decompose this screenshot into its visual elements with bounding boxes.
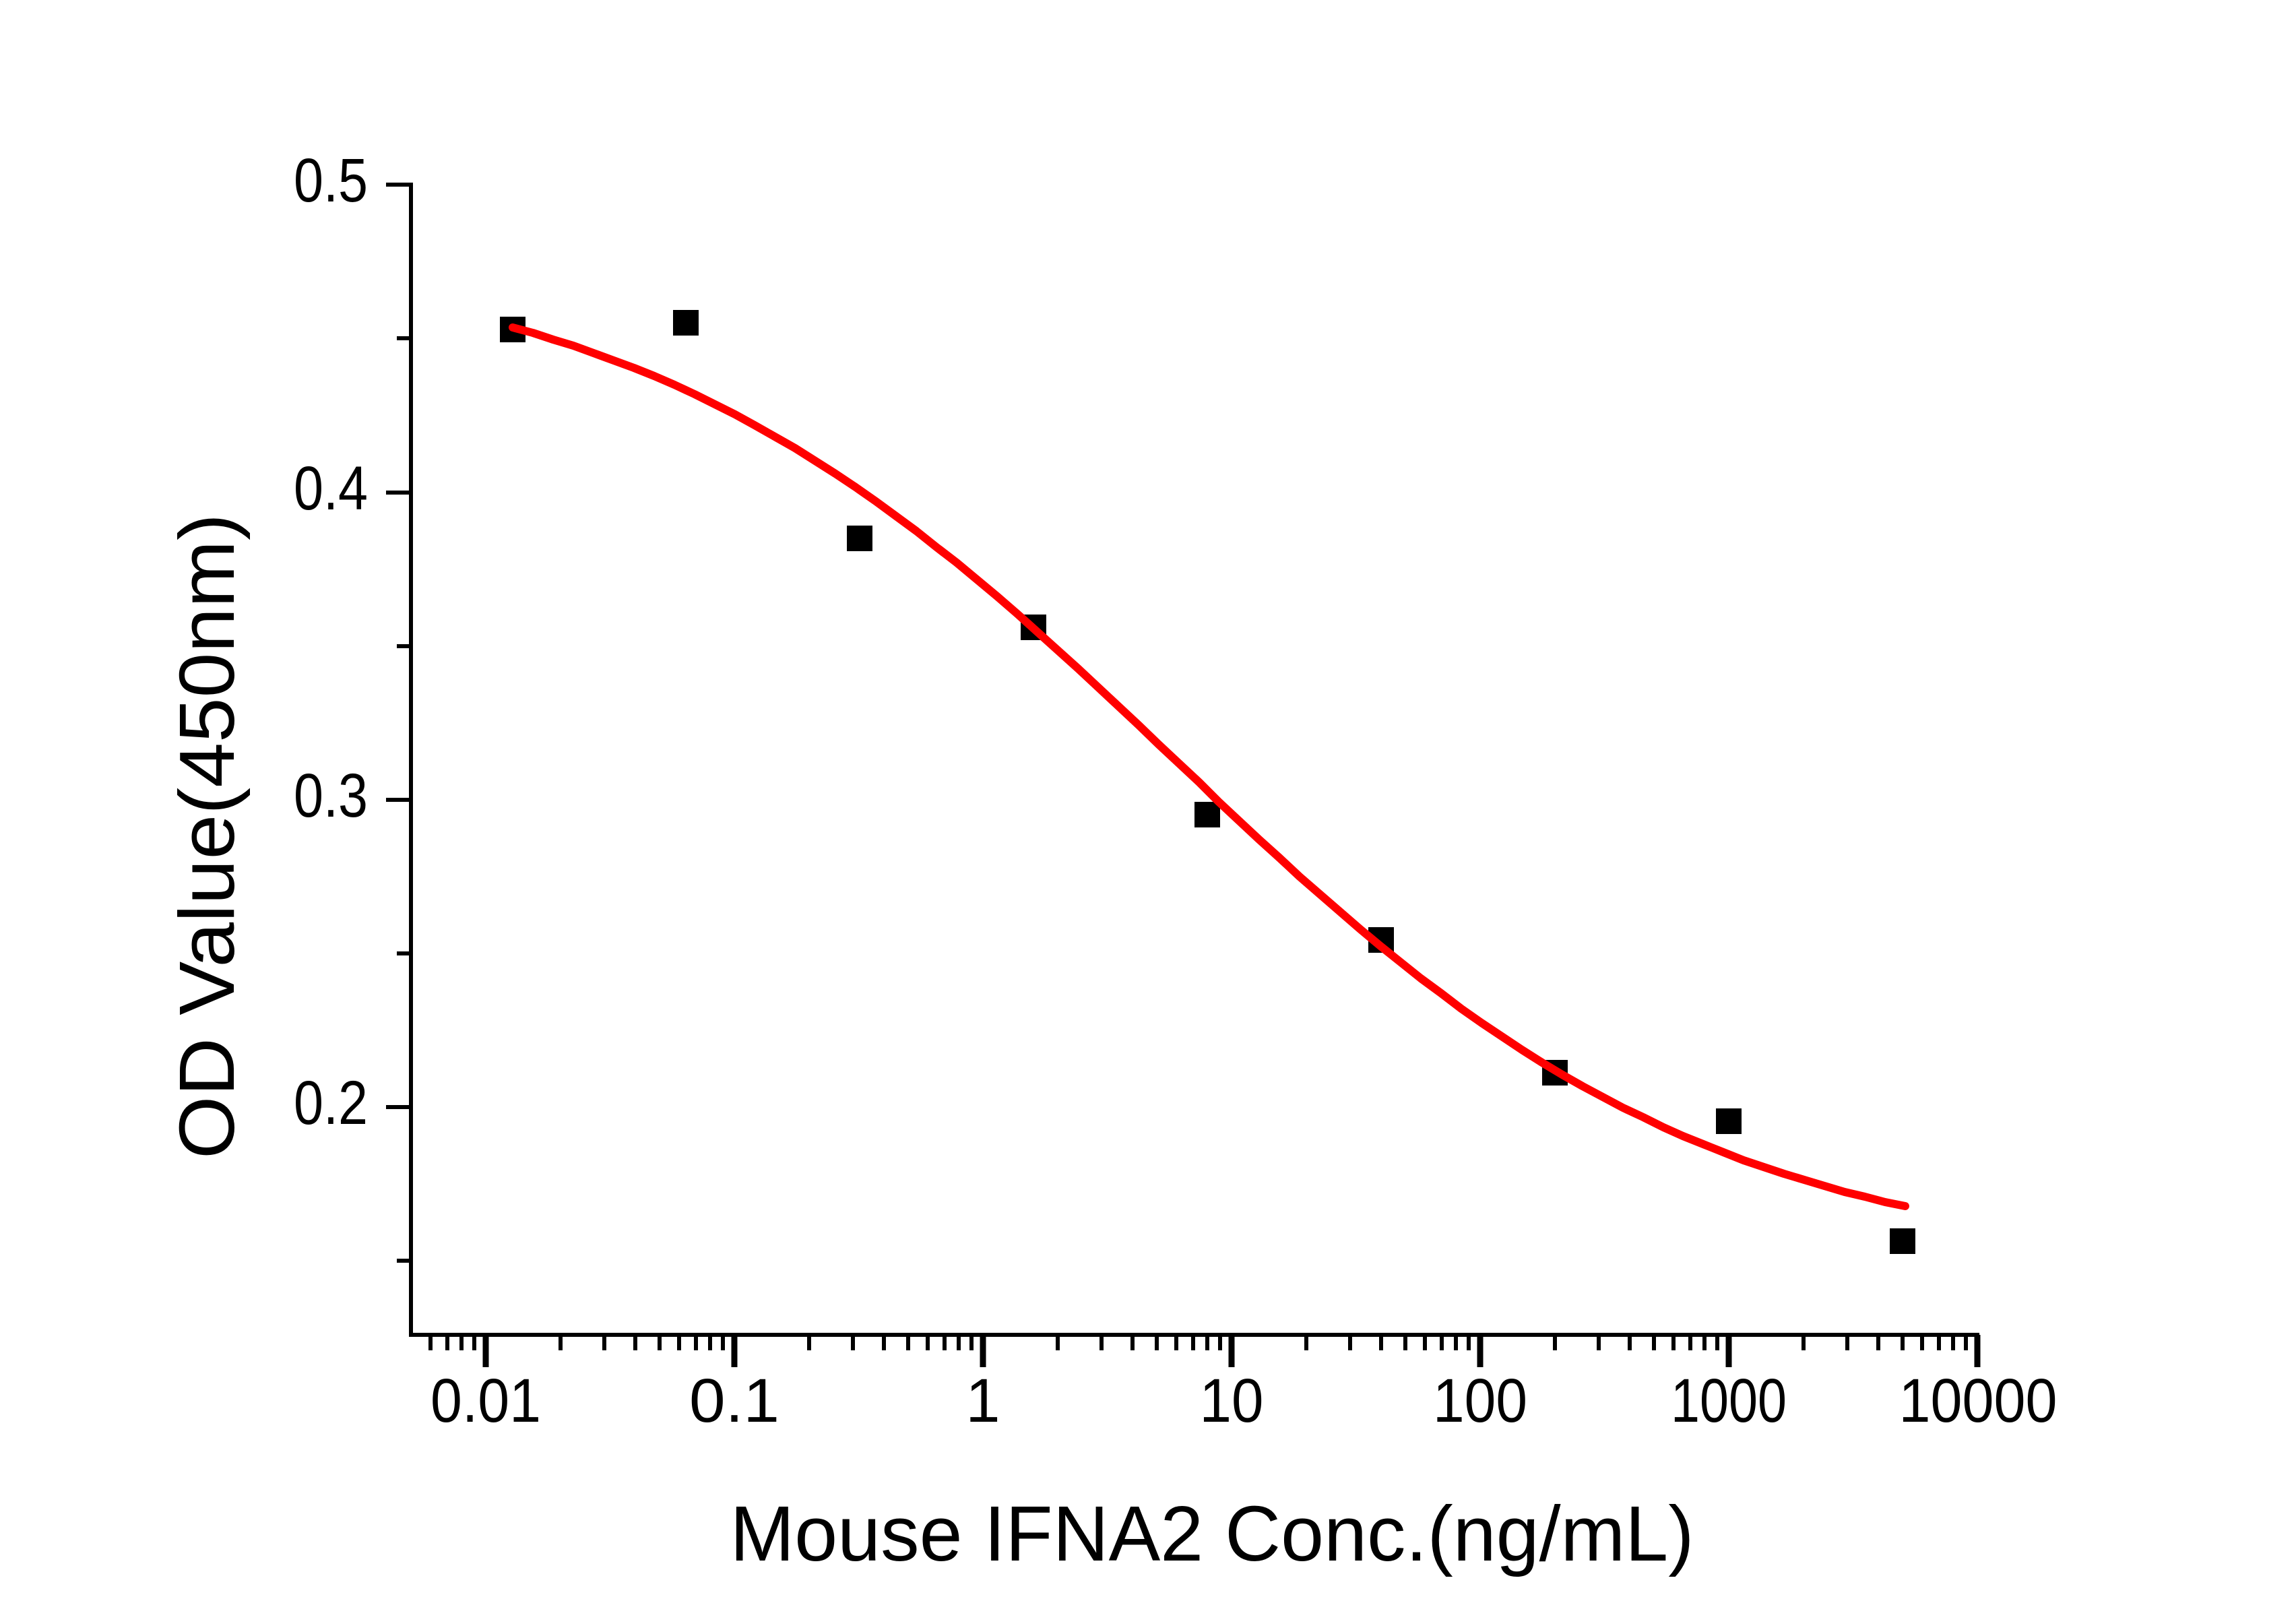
svg-text:0.5: 0.5 [294,146,368,215]
svg-text:1: 1 [965,1366,1000,1435]
svg-text:0.3: 0.3 [294,761,368,830]
svg-text:0.1: 0.1 [689,1366,779,1435]
svg-text:0.01: 0.01 [430,1366,541,1435]
svg-text:10000: 10000 [1899,1366,2058,1435]
svg-text:OD Value(450nm): OD Value(450nm) [163,513,251,1159]
svg-text:1000: 1000 [1671,1366,1787,1435]
svg-text:10: 10 [1200,1366,1264,1435]
svg-text:Mouse IFNA2 Conc.(ng/mL): Mouse IFNA2 Conc.(ng/mL) [730,1490,1694,1577]
svg-text:100: 100 [1433,1366,1527,1435]
svg-text:0.2: 0.2 [294,1069,368,1137]
svg-text:0.4: 0.4 [294,454,368,523]
